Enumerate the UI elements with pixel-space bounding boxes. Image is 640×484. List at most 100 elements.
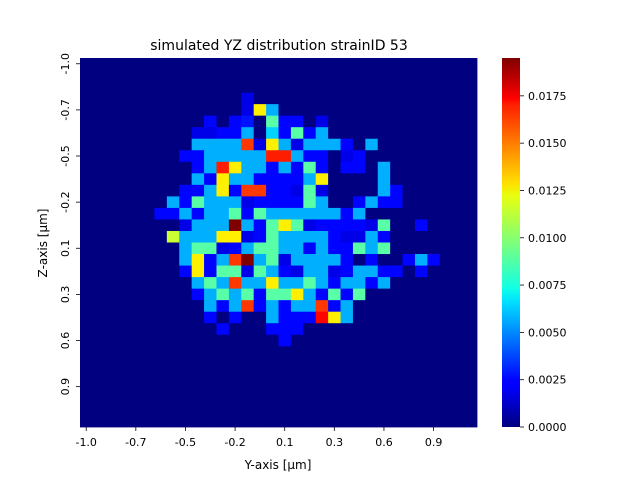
heatmap-cell	[402, 277, 416, 290]
heatmap-cell	[439, 69, 453, 82]
heatmap-cell	[278, 219, 292, 232]
heatmap-cell	[253, 230, 267, 243]
heatmap-cell	[216, 277, 230, 290]
heatmap-cell	[303, 138, 317, 151]
heatmap-cell	[303, 323, 317, 336]
heatmap-cell	[253, 380, 267, 393]
heatmap-cell	[427, 415, 441, 428]
heatmap-cell	[377, 115, 391, 128]
heatmap-cell	[390, 277, 403, 290]
heatmap-cell	[340, 265, 354, 278]
heatmap-cell	[290, 346, 304, 359]
heatmap-cell	[129, 357, 143, 370]
heatmap-cell	[452, 242, 465, 255]
heatmap-cell	[142, 369, 155, 382]
heatmap-cell	[365, 104, 379, 117]
heatmap-cell	[191, 300, 205, 313]
heatmap-cell	[352, 265, 366, 278]
heatmap-cell	[104, 265, 118, 278]
heatmap-cell	[427, 58, 441, 70]
heatmap-cell	[427, 207, 441, 220]
heatmap-cell	[253, 161, 267, 174]
heatmap-cell	[328, 104, 341, 117]
heatmap-cell	[340, 115, 354, 128]
heatmap-cell	[303, 58, 317, 70]
heatmap-cell	[464, 69, 478, 82]
heatmap-cell	[402, 127, 416, 140]
heatmap-cell	[142, 403, 155, 416]
heatmap-cell	[241, 230, 255, 243]
heatmap-cell	[290, 104, 304, 117]
heatmap-cell	[266, 104, 279, 117]
heatmap-cell	[414, 403, 428, 416]
heatmap-cell	[278, 369, 292, 382]
heatmap-cell	[104, 334, 118, 347]
heatmap-cell	[377, 323, 391, 336]
heatmap-cell	[266, 357, 279, 370]
heatmap-cell	[352, 184, 366, 197]
heatmap-cell	[464, 277, 478, 290]
heatmap-cell	[278, 69, 292, 82]
heatmap-cell	[117, 392, 131, 405]
y-tick-label: -0.5	[59, 145, 72, 166]
heatmap-cell	[328, 415, 341, 428]
heatmap-cell	[92, 69, 106, 82]
heatmap-cell	[266, 115, 279, 128]
heatmap-cell	[402, 288, 416, 301]
heatmap-cell	[253, 277, 267, 290]
heatmap-cell	[377, 196, 391, 209]
heatmap-cell	[80, 219, 93, 232]
heatmap-cell	[303, 403, 317, 416]
heatmap-cell	[117, 161, 131, 174]
heatmap-cell	[315, 150, 329, 163]
heatmap-cell	[166, 92, 180, 105]
heatmap-cell	[303, 311, 317, 324]
heatmap-cell	[452, 58, 465, 70]
heatmap-cell	[266, 392, 279, 405]
heatmap-cell	[352, 242, 366, 255]
heatmap-cell	[142, 230, 155, 243]
heatmap-cell	[154, 346, 168, 359]
heatmap-cell	[204, 403, 217, 416]
heatmap-cell	[427, 380, 441, 393]
heatmap-cell	[129, 150, 143, 163]
heatmap-cell	[129, 254, 143, 266]
heatmap-cell	[191, 196, 205, 209]
heatmap-cell	[365, 207, 379, 220]
heatmap-cell	[154, 415, 168, 428]
heatmap-cell	[278, 196, 292, 209]
heatmap-cell	[390, 242, 403, 255]
heatmap-cell	[179, 265, 193, 278]
heatmap-cell	[278, 138, 292, 151]
heatmap-cell	[92, 300, 106, 313]
heatmap-cell	[142, 392, 155, 405]
heatmap-cell	[290, 150, 304, 163]
heatmap-cell	[92, 357, 106, 370]
heatmap-cell	[340, 58, 354, 70]
x-tick-label: 0.3	[326, 436, 344, 449]
heatmap-cell	[439, 300, 453, 313]
heatmap-cell	[340, 230, 354, 243]
heatmap-cell	[315, 369, 329, 382]
heatmap-cell	[80, 115, 93, 128]
heatmap-cell	[414, 242, 428, 255]
heatmap-cell	[179, 69, 193, 82]
heatmap-cell	[290, 138, 304, 151]
heatmap-cell	[129, 392, 143, 405]
heatmap-cell	[315, 81, 329, 93]
heatmap-cell	[92, 115, 106, 128]
heatmap-cell	[427, 334, 441, 347]
heatmap-cell	[191, 69, 205, 82]
x-tick-label: 0.6	[375, 436, 393, 449]
heatmap-cell	[464, 300, 478, 313]
heatmap-cell	[464, 230, 478, 243]
heatmap-cell	[80, 69, 93, 82]
heatmap-cell	[104, 277, 118, 290]
heatmap-cell	[129, 277, 143, 290]
heatmap-cell	[142, 334, 155, 347]
heatmap-cell	[464, 81, 478, 93]
heatmap-cell	[228, 334, 242, 347]
heatmap-cell	[278, 184, 292, 197]
heatmap-cell	[191, 173, 205, 186]
heatmap-cell	[452, 138, 465, 151]
